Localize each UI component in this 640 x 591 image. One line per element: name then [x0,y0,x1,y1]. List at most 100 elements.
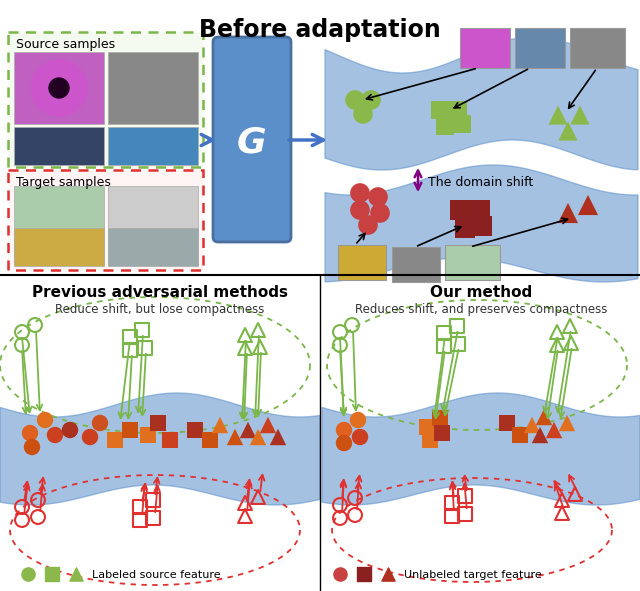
FancyBboxPatch shape [8,32,203,167]
Point [565,322,575,331]
Point [143,430,153,440]
Point [439,328,449,337]
Point [562,418,572,428]
Point [549,426,559,435]
Point [350,95,360,105]
Point [350,493,360,503]
Point [527,420,537,430]
Point [243,426,253,435]
Point [355,189,365,198]
Point [71,569,81,579]
Point [47,569,57,579]
Point [553,111,563,120]
Point [17,327,27,337]
Point [140,343,150,353]
Point [125,426,135,435]
Point [460,509,470,519]
Point [477,221,487,230]
FancyBboxPatch shape [213,37,291,242]
Point [125,332,135,342]
FancyBboxPatch shape [338,245,386,280]
Point [190,426,200,435]
FancyBboxPatch shape [8,170,203,270]
FancyBboxPatch shape [460,28,510,68]
Text: Before adaptation: Before adaptation [199,18,441,42]
Point [552,327,562,337]
Point [557,495,567,505]
Point [137,325,147,335]
Text: The domain shift: The domain shift [428,177,533,190]
Point [335,513,345,522]
FancyBboxPatch shape [108,186,198,264]
Point [240,511,250,521]
Point [539,413,549,422]
Point [335,569,345,579]
FancyBboxPatch shape [392,247,440,282]
Text: Our method: Our method [430,285,532,300]
Point [148,495,158,505]
FancyBboxPatch shape [14,52,104,124]
Point [455,205,465,215]
Point [355,432,365,441]
Text: G: G [237,125,267,160]
Point [253,325,263,335]
Point [40,415,50,425]
Point [240,343,250,353]
Point [253,492,263,502]
FancyBboxPatch shape [570,28,625,68]
Point [153,418,163,428]
Point [240,330,250,340]
Point [502,418,512,428]
Text: Unlabeled target feature: Unlabeled target feature [404,570,541,580]
Point [383,569,393,579]
Point [17,515,27,525]
Polygon shape [325,37,638,170]
Point [110,436,120,445]
Point [447,498,457,508]
Point [273,432,283,441]
Polygon shape [0,393,320,505]
Point [437,428,447,438]
Text: Labeled source feature: Labeled source feature [92,570,221,580]
Point [447,511,457,521]
Point [359,569,369,579]
Circle shape [49,78,69,98]
Point [358,109,368,119]
Point [25,428,35,438]
Point [240,498,250,508]
FancyBboxPatch shape [14,186,104,264]
Point [205,436,215,445]
Point [135,515,145,525]
Text: Previous adversarial methods: Previous adversarial methods [32,285,288,300]
Point [33,512,43,522]
Point [439,341,449,350]
Point [230,432,240,441]
Text: Target samples: Target samples [16,176,111,189]
Point [263,420,273,430]
Point [475,205,485,215]
FancyBboxPatch shape [108,127,198,165]
Point [457,119,467,129]
Point [563,126,573,136]
Point [353,415,363,425]
Point [335,327,345,337]
Point [17,340,27,350]
Point [435,413,445,423]
Text: Reduces shift, and preserves compactness: Reduces shift, and preserves compactness [355,303,607,316]
FancyBboxPatch shape [108,52,198,124]
Point [339,426,349,435]
Point [148,513,158,522]
Point [435,105,445,115]
Point [255,342,265,352]
Point [363,220,373,230]
Point [135,502,145,512]
Point [33,495,43,505]
Point [453,105,463,115]
FancyBboxPatch shape [14,228,104,266]
FancyBboxPatch shape [515,28,565,68]
Point [460,491,470,501]
Polygon shape [325,165,638,282]
Point [440,121,450,131]
Text: Reduce shift, but lose compactness: Reduce shift, but lose compactness [55,303,265,316]
Point [563,208,573,217]
